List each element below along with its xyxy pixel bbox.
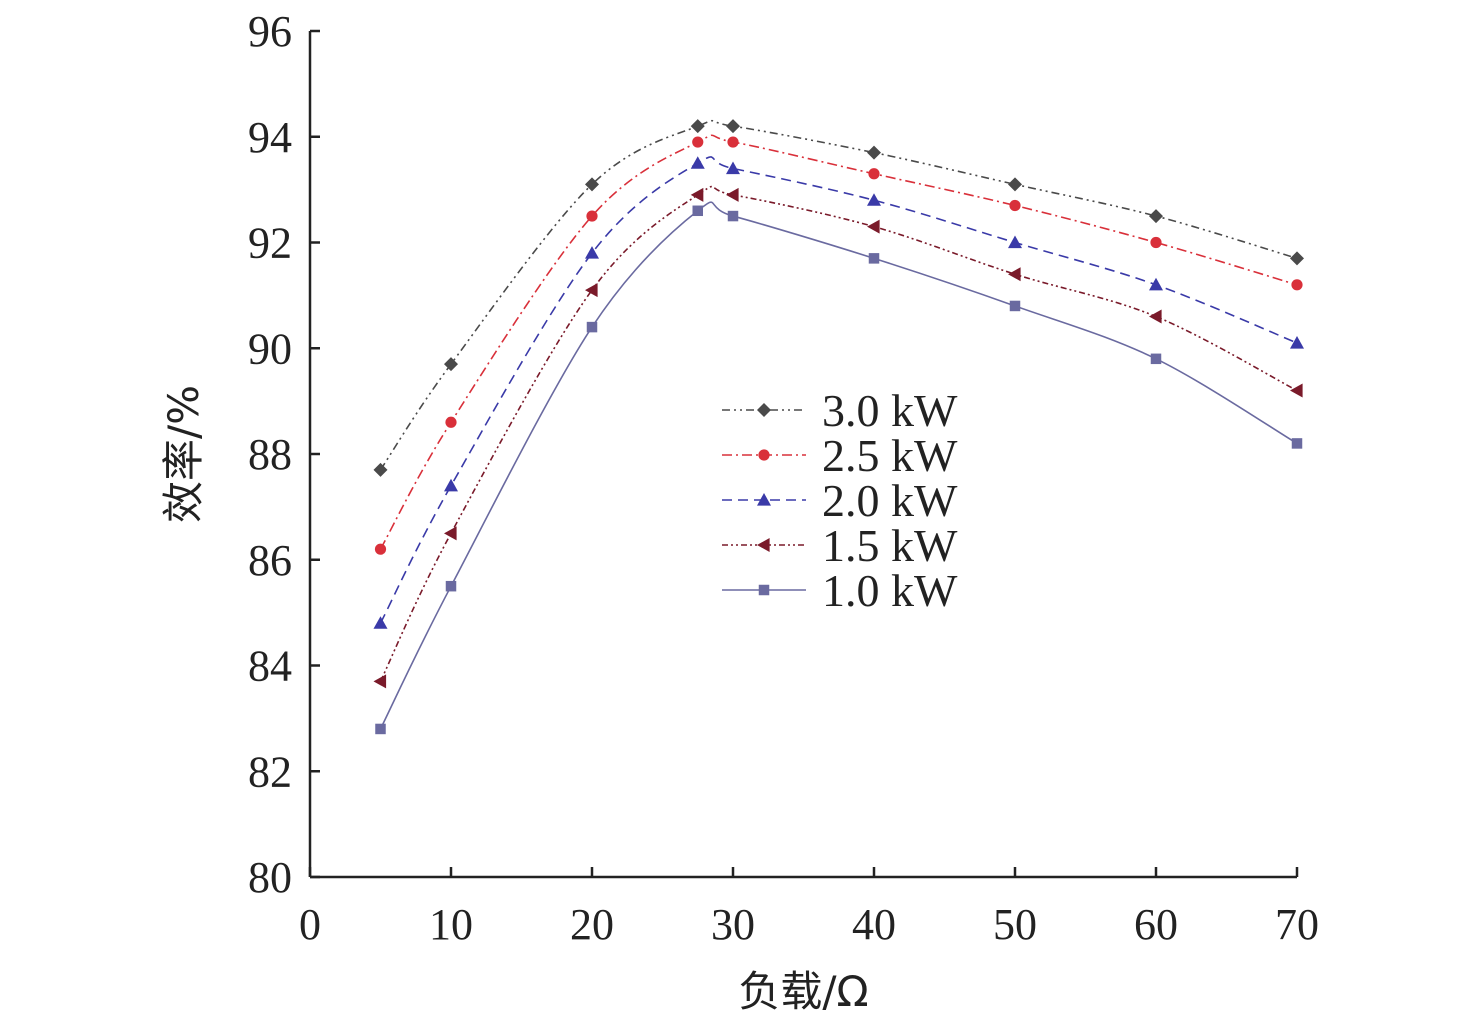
x-tick-label: 10 — [429, 900, 473, 949]
series-line — [379, 156, 1298, 624]
y-ticks: 80 82 84 86 88 90 92 94 96 — [248, 7, 320, 902]
y-tick-label: 90 — [248, 324, 292, 373]
data-point-marker — [444, 526, 457, 541]
data-point-marker — [586, 321, 598, 333]
series-1.5-kw — [373, 185, 1303, 689]
x-tick-label: 30 — [711, 900, 755, 949]
y-tick-label: 88 — [248, 430, 292, 479]
x-ticks: 0 10 20 30 40 50 60 70 — [299, 867, 1319, 949]
data-point-marker — [1291, 438, 1303, 449]
series-2.5-kw — [374, 134, 1303, 555]
legend: 3.0 kW2.5 kW2.0 kW1.5 kW1.0 kW — [722, 385, 958, 616]
data-point-marker — [373, 674, 387, 689]
data-point-marker — [375, 723, 386, 735]
data-point-marker — [1149, 277, 1163, 291]
data-point-marker — [1008, 267, 1021, 282]
data-point-marker — [585, 246, 599, 259]
data-point-marker — [726, 161, 740, 175]
data-point-marker — [727, 210, 739, 222]
data-point-marker — [374, 543, 387, 555]
data-point-marker — [1290, 383, 1303, 398]
x-tick-label: 60 — [1134, 900, 1178, 949]
data-point-marker — [1149, 209, 1163, 224]
data-point-marker — [586, 210, 598, 222]
data-point-marker — [1149, 309, 1162, 324]
y-tick-label: 94 — [248, 113, 292, 162]
legend-label: 2.5 kW — [822, 430, 958, 481]
legend-label: 3.0 kW — [822, 385, 958, 436]
legend-item: 1.5 kW — [722, 520, 958, 571]
data-point-marker — [690, 187, 704, 202]
y-tick-label: 80 — [248, 853, 292, 902]
y-tick-label: 82 — [248, 747, 292, 796]
data-point-marker — [692, 136, 704, 148]
y-tick-label: 86 — [248, 536, 292, 585]
legend-marker — [757, 538, 770, 552]
data-point-marker — [867, 145, 881, 160]
data-point-marker — [726, 119, 740, 134]
data-point-marker — [692, 205, 703, 217]
data-point-marker — [1150, 353, 1162, 365]
data-point-marker — [445, 580, 457, 592]
y-axis-title: 效率/% — [159, 385, 208, 523]
series-1.0-kw — [375, 201, 1303, 735]
legend-label: 2.0 kW — [822, 475, 958, 526]
y-tick-label: 96 — [248, 7, 292, 56]
x-tick-label: 20 — [570, 900, 614, 949]
data-point-marker — [1009, 300, 1021, 312]
series-2.0-kw — [373, 156, 1304, 629]
data-point-marker — [1291, 279, 1303, 291]
x-tick-label: 40 — [852, 900, 896, 949]
legend-label: 1.0 kW — [822, 565, 958, 616]
data-point-marker — [690, 119, 705, 134]
data-point-marker — [1290, 335, 1304, 349]
x-tick-label: 50 — [993, 900, 1037, 949]
data-point-marker — [1150, 236, 1162, 249]
data-point-marker — [727, 136, 739, 148]
y-tick-label: 92 — [248, 219, 292, 268]
data-point-marker — [444, 357, 458, 372]
legend-marker — [758, 584, 770, 596]
legend-marker — [757, 403, 771, 417]
data-point-marker — [867, 219, 880, 234]
data-point-marker — [1290, 251, 1304, 266]
data-point-marker — [1009, 199, 1021, 212]
data-point-marker — [373, 616, 388, 629]
legend-label: 1.5 kW — [822, 520, 958, 571]
x-tick-label: 0 — [299, 900, 321, 949]
data-point-marker — [585, 283, 598, 298]
legend-item: 1.0 kW — [722, 565, 958, 616]
legend-item: 3.0 kW — [722, 385, 958, 436]
series-layer — [373, 119, 1304, 735]
legend-marker — [758, 449, 770, 461]
data-point-marker — [726, 187, 739, 202]
data-point-marker — [690, 156, 705, 169]
data-point-marker — [1008, 177, 1022, 192]
x-tick-label: 70 — [1275, 900, 1319, 949]
data-point-marker — [445, 416, 457, 428]
data-point-marker — [868, 168, 880, 180]
data-point-marker — [444, 478, 458, 492]
data-point-marker — [1008, 235, 1022, 249]
data-point-marker — [585, 177, 599, 192]
data-point-marker — [867, 193, 881, 206]
series-3.0-kw — [373, 119, 1304, 477]
data-point-marker — [868, 253, 880, 264]
legend-marker — [757, 493, 771, 506]
data-point-marker — [373, 462, 388, 477]
y-tick-label: 84 — [248, 642, 292, 691]
legend-item: 2.5 kW — [722, 430, 958, 481]
x-axis-title: 负载/Ω — [738, 967, 868, 1016]
legend-item: 2.0 kW — [722, 475, 958, 526]
